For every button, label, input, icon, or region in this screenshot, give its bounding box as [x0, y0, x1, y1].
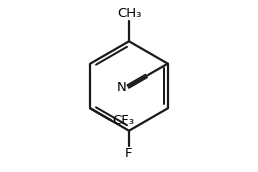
Text: N: N	[117, 81, 127, 94]
Text: CH₃: CH₃	[117, 7, 141, 20]
Text: CF₃: CF₃	[112, 114, 134, 127]
Text: F: F	[125, 147, 133, 160]
